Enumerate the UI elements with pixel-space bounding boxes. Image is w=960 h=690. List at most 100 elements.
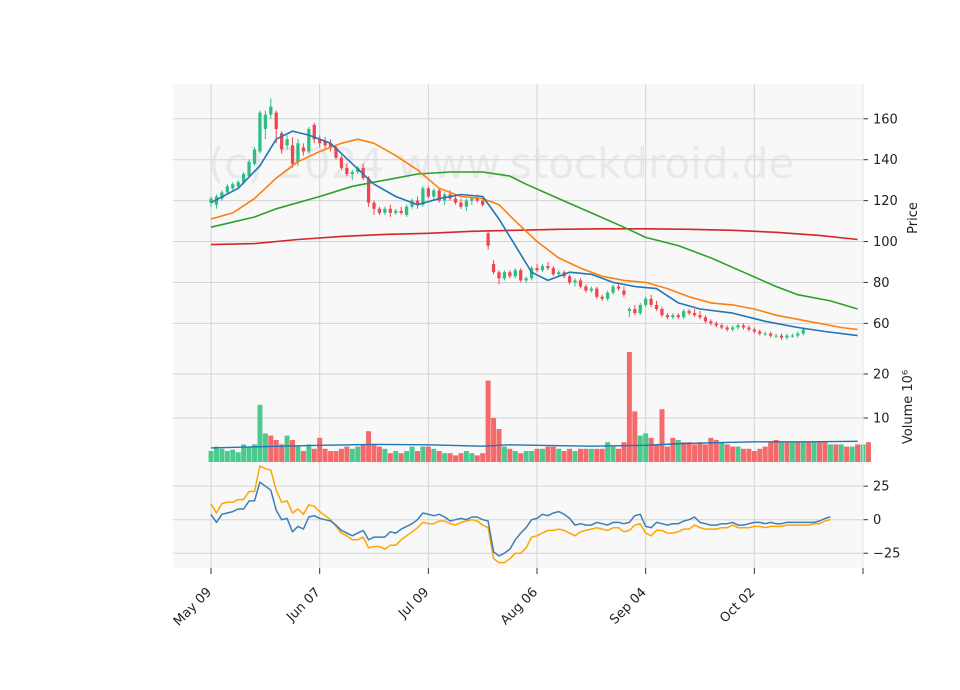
volume-bar [751, 451, 757, 462]
volume-bar [605, 442, 611, 462]
candle-body [345, 167, 349, 175]
candlestick [709, 319, 713, 326]
candlestick [508, 270, 512, 279]
candlestick [578, 278, 583, 289]
volume-bar [637, 435, 643, 462]
candle-body [296, 143, 300, 162]
candlestick [654, 300, 659, 312]
candlestick [366, 176, 371, 207]
volume-bar [393, 451, 399, 462]
volume-bar [844, 446, 850, 462]
oscillator-panel [210, 465, 831, 564]
volume-bar [246, 446, 252, 462]
volume-bar [349, 448, 355, 462]
volume-bar [485, 380, 491, 462]
candlestick [758, 329, 762, 336]
candle-body [404, 206, 409, 215]
candlestick [790, 333, 794, 338]
candle-body [671, 315, 675, 318]
candle-body [763, 333, 767, 335]
candlestick [747, 325, 751, 332]
candlestick [290, 137, 295, 168]
candlestick [258, 110, 262, 154]
candlestick [252, 147, 257, 166]
candlestick [312, 122, 316, 144]
volume-bar [447, 453, 453, 462]
candlestick [209, 196, 213, 207]
candlestick [350, 169, 354, 181]
volume-bar [251, 444, 257, 462]
volume-bar [588, 448, 594, 462]
candle-body [720, 325, 724, 328]
volume-bar [409, 446, 415, 462]
oscillator-line-blue [210, 481, 831, 557]
candle-body [573, 280, 577, 283]
candle-body [606, 292, 610, 299]
volume-bar [746, 448, 752, 462]
volume-bar [670, 437, 676, 462]
candle-body [551, 268, 555, 275]
volume-bar [534, 448, 540, 462]
candle-body [758, 331, 762, 334]
candle-body [513, 270, 517, 277]
price-tick-label: 120 [873, 194, 898, 209]
candle-body [225, 186, 229, 193]
candlestick [394, 208, 398, 215]
volume-bar [322, 448, 328, 462]
candlestick [698, 311, 702, 320]
volume-bar [338, 448, 344, 462]
volume-bar [224, 451, 230, 462]
volume-bar [453, 455, 459, 462]
candle-body [318, 139, 322, 144]
candlestick [274, 110, 278, 144]
candle-body [459, 202, 463, 207]
candle-body [519, 270, 523, 281]
candle-body [638, 304, 642, 314]
candlestick [415, 196, 420, 209]
volume-bar [344, 446, 350, 462]
volume-bar [523, 451, 529, 462]
volume-bar [387, 453, 393, 462]
volume-bar [295, 446, 301, 462]
candle-body [269, 106, 273, 115]
candle-body [779, 335, 784, 338]
volume-bar [235, 452, 241, 462]
price-tick-label: 60 [873, 317, 890, 332]
candle-body [502, 272, 507, 279]
candle-body [247, 161, 251, 177]
volume-bar [795, 442, 801, 462]
volume-bar [789, 442, 795, 462]
candle-body [328, 143, 333, 148]
volume-bar [442, 453, 448, 462]
candlestick [535, 264, 539, 273]
volume-bar [556, 448, 562, 462]
candlestick [497, 270, 501, 285]
candle-body [785, 335, 789, 338]
candlestick [627, 306, 632, 318]
volume-bar [398, 453, 404, 462]
price-tick-label: 100 [873, 235, 898, 250]
candle-body [388, 208, 392, 213]
candlestick [638, 302, 642, 316]
volume-tick-label: 10 [873, 412, 890, 427]
candlestick [220, 190, 224, 201]
moving-average-slow-line [210, 171, 858, 310]
candlestick [730, 325, 735, 332]
candle-body [307, 129, 311, 152]
volume-bar [273, 440, 279, 462]
candle-body [486, 233, 490, 246]
candle-body [312, 124, 316, 140]
candle-body [654, 304, 659, 310]
candlestick [622, 286, 626, 297]
volume-bar [328, 451, 334, 462]
candlestick [301, 143, 306, 156]
x-tick-label: Jun 07 [283, 585, 323, 625]
x-tick-label: Sep 04 [607, 585, 650, 628]
candle-body [682, 311, 686, 318]
price-tick-label: 80 [873, 276, 890, 291]
candle-body [242, 174, 246, 183]
volume-average-line [210, 440, 858, 449]
volume-bar [463, 451, 469, 462]
volume-bar [855, 444, 861, 462]
volume-bar [599, 448, 605, 462]
